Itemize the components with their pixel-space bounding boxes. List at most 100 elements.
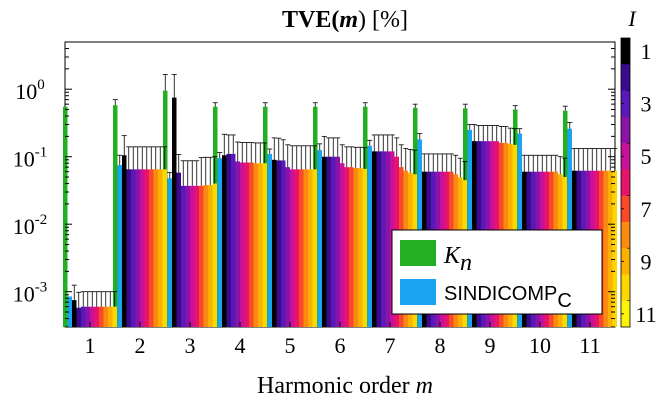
bar-m2-s11 — [162, 169, 167, 327]
bar-m6-s3 — [326, 156, 331, 327]
bar-m2-s4 — [131, 169, 136, 327]
bar-m4-s11 — [262, 163, 267, 327]
bar-m7-s1 — [367, 145, 372, 327]
bar-m1-s5 — [85, 306, 90, 327]
x-tick-label-4: 4 — [235, 333, 246, 358]
bar-m1-s0 — [63, 106, 68, 328]
bar-m3-s1 — [167, 178, 172, 327]
y-axis-ticks: 100 10-1 10-2 10-3 — [13, 41, 615, 328]
bar-m11-s9 — [603, 170, 608, 327]
bar-m6-s7 — [344, 167, 349, 327]
colorbar-cell-6 — [621, 169, 630, 196]
legend-swatch-sindicomp — [400, 279, 436, 305]
bar-m5-s3 — [276, 160, 281, 327]
colorbar-cells — [620, 37, 631, 328]
y-tick-label: 10-3 — [13, 280, 48, 307]
x-tick-label-6: 6 — [335, 333, 346, 358]
bar-m1-s11 — [112, 306, 117, 327]
bar-m3-s4 — [181, 185, 186, 327]
bar-m3-s8 — [199, 185, 204, 327]
bar-m4-s6 — [240, 162, 245, 327]
x-tick-label-8: 8 — [435, 333, 446, 358]
bar-m6-s9 — [353, 168, 358, 327]
colorbar-cell-11 — [621, 300, 630, 328]
bar-m1-s10 — [108, 306, 113, 327]
bar-m2-s0 — [113, 105, 118, 328]
bar-m4-s3 — [226, 153, 231, 327]
colorbar-cell-9 — [621, 248, 630, 275]
bar-m6-s11 — [362, 168, 367, 327]
bar-m6-s8 — [349, 167, 354, 327]
bar-m1-s1 — [67, 296, 72, 327]
bar-m2-s5 — [135, 169, 140, 327]
legend-swatch-kn — [400, 240, 436, 266]
bar-m1-s4 — [81, 306, 86, 327]
bar-m7-s3 — [376, 151, 381, 327]
chart-title-variable: m — [339, 7, 358, 33]
bar-m6-s5 — [335, 156, 340, 327]
bar-m4-s9 — [253, 163, 258, 327]
bar-m4-s7 — [244, 162, 249, 327]
bar-m2-s9 — [153, 169, 158, 327]
bar-m5-s2 — [272, 159, 277, 327]
legend-label-kn-sub: n — [460, 250, 472, 276]
colorbar-cell-5 — [621, 143, 630, 170]
bar-m6-s2 — [322, 156, 327, 327]
legend-label-sindicomp-main: SINDICOMP — [444, 283, 557, 305]
colorbar-tick-label-7: 7 — [641, 197, 652, 222]
bar-m3-s5 — [185, 185, 190, 327]
bar-m2-s6 — [140, 169, 145, 327]
colorbar-tick-label-5: 5 — [641, 144, 652, 169]
colorbar: I 1 3 5 7 9 11 — [620, 6, 657, 328]
bar-m4-s2 — [222, 155, 227, 327]
colorbar-cell-7 — [621, 195, 630, 223]
bar-m5-s10 — [308, 169, 313, 327]
bar-m5-s11 — [312, 169, 317, 327]
x-axis-label: Harmonic order m — [257, 373, 433, 399]
bar-m1-s9 — [103, 306, 108, 327]
bar-m5-s8 — [299, 169, 304, 327]
x-tick-label-2: 2 — [135, 333, 146, 358]
bar-m3-s9 — [203, 185, 208, 327]
bar-m5-s7 — [294, 169, 299, 327]
bar-m3-s2 — [172, 97, 177, 328]
x-axis-label-text: Harmonic order — [257, 373, 416, 399]
legend-label-kn-main: K — [443, 243, 462, 269]
bar-m2-s1 — [117, 165, 122, 327]
bar-m2-s3 — [126, 169, 131, 327]
colorbar-cell-8 — [621, 221, 630, 249]
colorbar-tick-label-9: 9 — [641, 249, 652, 274]
bar-m1-s8 — [99, 306, 104, 327]
x-tick-label-9: 9 — [485, 333, 496, 358]
error-bars — [71, 74, 618, 308]
bar-m4-s10 — [258, 163, 263, 327]
colorbar-label: I — [627, 6, 637, 31]
x-tick-label-3: 3 — [185, 333, 196, 358]
bar-m7-s5 — [385, 151, 390, 327]
bar-m6-s1 — [317, 150, 322, 327]
y-tick-label: 100 — [15, 77, 45, 104]
x-axis-label-variable: m — [416, 373, 433, 399]
bar-m4-s5 — [235, 161, 240, 327]
colorbar-cell-4 — [621, 116, 630, 144]
bar-m1-s6 — [90, 306, 95, 327]
y-tick-label: 10-2 — [13, 212, 48, 239]
bar-m6-s6 — [340, 163, 345, 327]
x-tick-label-11: 11 — [579, 333, 600, 358]
colorbar-tick-label-3: 3 — [641, 92, 652, 117]
bar-m5-s4 — [281, 160, 286, 327]
colorbar-cell-10 — [621, 274, 630, 302]
colorbar-cell-3 — [621, 90, 630, 118]
legend-label-kn: Kn — [443, 243, 472, 276]
colorbar-ticks: 1 3 5 7 9 11 — [621, 39, 657, 327]
bar-m2-s8 — [149, 169, 154, 327]
x-tick-label-1: 1 — [85, 333, 96, 358]
bar-m4-s8 — [249, 162, 254, 327]
bar-m5-s1 — [267, 153, 272, 327]
colorbar-frame — [620, 37, 631, 328]
bar-m3-s7 — [194, 185, 199, 327]
bar-m4-s4 — [231, 153, 236, 327]
colorbar-tick-label-1: 1 — [641, 39, 652, 64]
bar-m1-s3 — [76, 307, 81, 327]
